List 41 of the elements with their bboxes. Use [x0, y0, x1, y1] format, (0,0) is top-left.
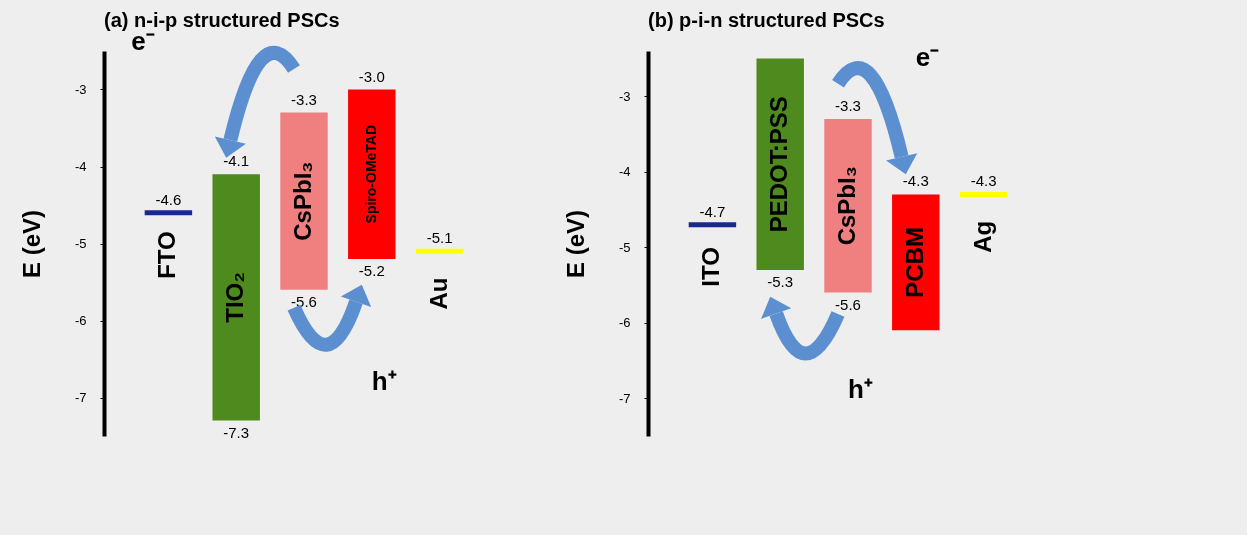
- category-label: Spiro-OMeTAD: [362, 124, 379, 224]
- annotation: -5.6: [291, 292, 317, 310]
- category-label: ITO: [697, 247, 725, 287]
- annotation: -5.6: [835, 295, 861, 313]
- annotation: -4.3: [902, 172, 929, 190]
- y-tick-label: -5: [618, 239, 631, 255]
- annotation: h⁺: [371, 365, 397, 396]
- annotation: -3.3: [835, 96, 861, 114]
- category-label: PCBM: [900, 227, 928, 298]
- y-tick-label: -4: [618, 164, 631, 180]
- annotation: -3.3: [291, 90, 317, 108]
- chart-title: (b) p-i-n structured PSCs: [648, 9, 885, 31]
- annotation: -5.3: [767, 272, 794, 290]
- category-label: Ag: [968, 220, 996, 253]
- annotation: -5.1: [426, 229, 453, 247]
- annotation: h⁺: [848, 374, 873, 405]
- y-tick-label: -3: [618, 88, 631, 104]
- annotation: -4.7: [699, 202, 726, 220]
- y-tick-label: -6: [74, 313, 87, 328]
- y-tick-label: -3: [74, 82, 87, 97]
- annotation: -5.2: [358, 261, 385, 279]
- y-tick-label: -7: [618, 390, 631, 406]
- category-label: CsPbI₃: [289, 161, 316, 241]
- category-label: CsPbI₃: [833, 166, 860, 246]
- category-label: Au: [424, 277, 452, 310]
- category-label: FTO: [153, 231, 181, 279]
- y-axis-title: E (eV): [561, 209, 589, 279]
- y-tick-label: -4: [74, 159, 87, 174]
- y-axis-title: E (eV): [17, 209, 45, 279]
- y-tick-label: -7: [74, 390, 87, 405]
- annotation: -3.0: [358, 67, 385, 85]
- y-tick-label: -6: [618, 315, 631, 331]
- annotation: e⁻: [915, 41, 940, 72]
- bar: [892, 194, 940, 331]
- annotation: -4.3: [970, 172, 997, 190]
- annotation: -4.1: [223, 152, 250, 170]
- category-label: PEDOT:PSS: [765, 96, 793, 233]
- y-tick-label: -5: [74, 236, 87, 251]
- annotation: -4.6: [155, 190, 182, 208]
- category-label: TIO₂: [221, 272, 249, 323]
- annotation: -7.3: [223, 423, 250, 441]
